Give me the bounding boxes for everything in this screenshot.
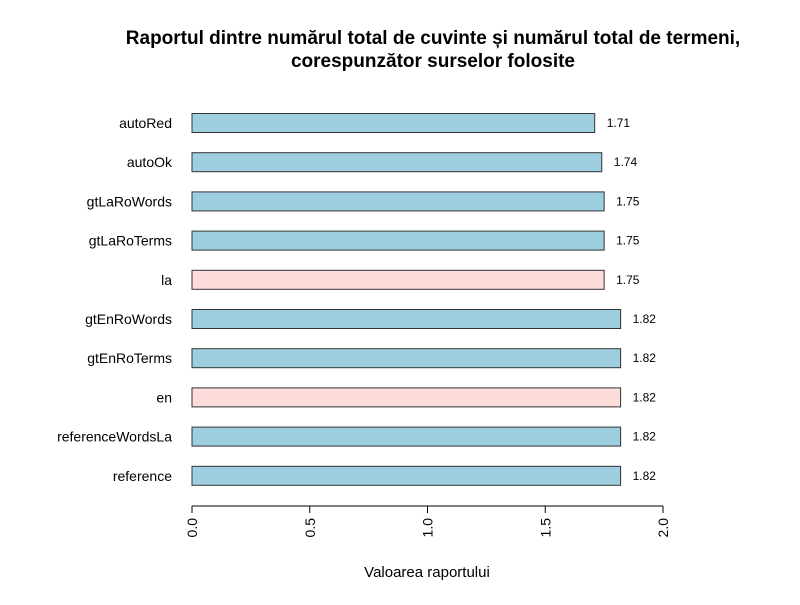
bar-autoRed: [191, 113, 596, 133]
value-label-la: 1.75: [616, 273, 640, 287]
category-label-autoRed: autoRed: [119, 115, 172, 131]
chart-title-line-1: Raportul dintre numărul total de cuvinte…: [125, 28, 741, 49]
bar-reference: [191, 465, 622, 486]
value-label-gtEnRoWords: 1.82: [633, 312, 657, 326]
category-label-gtEnRoTerms: gtEnRoTerms: [87, 350, 172, 366]
category-label-reference: reference: [113, 468, 172, 484]
value-label-reference: 1.82: [633, 469, 657, 483]
bar-gtEnRoTerms: [191, 348, 622, 369]
x-tick-label-0.0: 0.0: [184, 518, 200, 538]
value-label-autoOk: 1.74: [614, 155, 638, 169]
bar-gtLaRoWords: [191, 191, 605, 212]
category-label-gtEnRoWords: gtEnRoWords: [85, 311, 172, 327]
x-tick-label-1.0: 1.0: [420, 518, 436, 538]
bar-la: [191, 269, 605, 290]
bar-referenceWordsLa: [191, 426, 622, 447]
category-label-referenceWordsLa: referenceWordsLa: [57, 429, 172, 445]
category-label-la: la: [161, 272, 172, 288]
bar-gtEnRoWords: [191, 309, 622, 329]
x-tick-label-1.5: 1.5: [537, 518, 553, 538]
value-label-gtLaRoTerms: 1.75: [616, 234, 640, 248]
category-label-gtLaRoWords: gtLaRoWords: [87, 193, 172, 209]
category-label-autoOk: autoOk: [127, 154, 173, 170]
x-tick-label-0.5: 0.5: [302, 518, 318, 538]
category-label-gtLaRoTerms: gtLaRoTerms: [89, 233, 172, 249]
chart-title-line-2: corespunzător surselor folosite: [290, 51, 575, 72]
bar-gtLaRoTerms: [191, 230, 605, 251]
x-axis: 0.0 0.5 1.0 1.5 2.0: [184, 505, 671, 538]
x-tick-label-2.0: 2.0: [655, 518, 671, 538]
value-label-autoRed: 1.71: [607, 116, 631, 130]
value-label-gtLaRoWords: 1.75: [616, 194, 640, 208]
value-label-en: 1.82: [633, 390, 657, 404]
category-label-en: en: [156, 389, 172, 405]
bar-en: [191, 387, 622, 408]
value-label-gtEnRoTerms: 1.82: [633, 351, 657, 365]
x-axis-label: Valoarea raportului: [364, 564, 490, 581]
bar-autoOk: [191, 152, 603, 173]
value-label-referenceWordsLa: 1.82: [633, 430, 657, 444]
bars-layer: autoRed 1.71 autoOk 1.74 gtLaRoWords 1.75 gtLa…: [57, 113, 657, 486]
